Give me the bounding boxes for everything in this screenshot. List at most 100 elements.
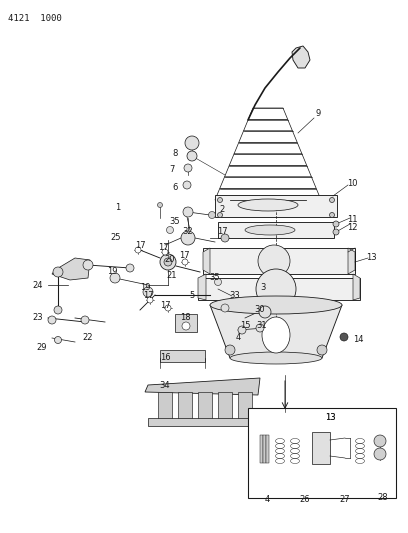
Circle shape bbox=[256, 324, 264, 332]
Circle shape bbox=[126, 264, 134, 272]
Circle shape bbox=[258, 245, 290, 277]
Polygon shape bbox=[353, 274, 360, 300]
Circle shape bbox=[143, 287, 153, 297]
Text: 30: 30 bbox=[255, 305, 265, 314]
Circle shape bbox=[187, 151, 197, 161]
Circle shape bbox=[81, 316, 89, 324]
Polygon shape bbox=[203, 248, 210, 274]
Polygon shape bbox=[238, 392, 252, 420]
Polygon shape bbox=[178, 392, 192, 420]
Polygon shape bbox=[248, 108, 288, 119]
Circle shape bbox=[238, 326, 246, 334]
Circle shape bbox=[185, 136, 199, 150]
Text: 34: 34 bbox=[160, 381, 170, 390]
Text: 32: 32 bbox=[183, 228, 193, 237]
Circle shape bbox=[166, 227, 173, 233]
Polygon shape bbox=[52, 258, 90, 280]
Circle shape bbox=[165, 305, 171, 311]
Text: 13: 13 bbox=[325, 414, 335, 423]
Circle shape bbox=[160, 254, 176, 270]
Ellipse shape bbox=[262, 317, 290, 353]
Text: 15: 15 bbox=[240, 321, 250, 330]
Circle shape bbox=[182, 322, 190, 330]
Text: 3: 3 bbox=[260, 284, 266, 293]
Circle shape bbox=[221, 304, 229, 312]
Text: 29: 29 bbox=[37, 343, 47, 352]
Circle shape bbox=[54, 306, 62, 314]
Circle shape bbox=[181, 231, 195, 245]
Bar bbox=[215, 195, 337, 217]
Text: 26: 26 bbox=[300, 496, 310, 505]
Text: 8: 8 bbox=[172, 149, 178, 157]
Text: 12: 12 bbox=[347, 223, 357, 232]
Text: 4: 4 bbox=[235, 334, 241, 343]
Text: 25: 25 bbox=[111, 233, 121, 243]
Text: 17: 17 bbox=[217, 228, 227, 237]
Polygon shape bbox=[229, 154, 307, 166]
Circle shape bbox=[221, 234, 229, 242]
Text: 18: 18 bbox=[180, 313, 190, 322]
Circle shape bbox=[217, 213, 222, 217]
Circle shape bbox=[55, 336, 62, 343]
Polygon shape bbox=[239, 131, 297, 142]
Polygon shape bbox=[145, 378, 260, 395]
Ellipse shape bbox=[238, 199, 298, 211]
Text: 24: 24 bbox=[33, 280, 43, 289]
Ellipse shape bbox=[210, 296, 342, 314]
Text: 35: 35 bbox=[210, 273, 220, 282]
Bar bbox=[175, 314, 197, 332]
Text: 33: 33 bbox=[230, 292, 240, 301]
Text: 17: 17 bbox=[179, 252, 189, 261]
Text: 27: 27 bbox=[340, 496, 350, 505]
Text: 9: 9 bbox=[315, 109, 321, 118]
Bar bbox=[260, 435, 262, 463]
Polygon shape bbox=[292, 46, 310, 68]
Circle shape bbox=[184, 164, 192, 172]
Circle shape bbox=[333, 221, 339, 227]
Circle shape bbox=[53, 267, 63, 277]
Polygon shape bbox=[348, 248, 355, 274]
Text: 17: 17 bbox=[143, 292, 153, 301]
Circle shape bbox=[330, 198, 335, 203]
Text: 2: 2 bbox=[220, 206, 225, 214]
Circle shape bbox=[182, 259, 188, 265]
Text: 17: 17 bbox=[135, 241, 145, 251]
Text: 31: 31 bbox=[257, 321, 267, 330]
Bar bbox=[312, 432, 330, 464]
Circle shape bbox=[48, 316, 56, 324]
Text: 4: 4 bbox=[264, 496, 270, 505]
Text: 17: 17 bbox=[157, 244, 169, 253]
Text: 6: 6 bbox=[172, 182, 178, 191]
Text: 13: 13 bbox=[325, 414, 335, 423]
Bar bbox=[198, 278, 360, 300]
Polygon shape bbox=[215, 189, 321, 200]
Circle shape bbox=[330, 213, 335, 217]
Ellipse shape bbox=[230, 352, 322, 364]
Polygon shape bbox=[198, 274, 206, 300]
Circle shape bbox=[374, 448, 386, 460]
Text: 19: 19 bbox=[140, 284, 150, 293]
Text: 17: 17 bbox=[160, 301, 170, 310]
Circle shape bbox=[225, 345, 235, 355]
Circle shape bbox=[217, 198, 222, 203]
Text: 35: 35 bbox=[170, 217, 180, 227]
Bar bbox=[148, 418, 263, 426]
Text: 11: 11 bbox=[347, 215, 357, 224]
Circle shape bbox=[259, 306, 271, 318]
Circle shape bbox=[110, 273, 120, 283]
Polygon shape bbox=[218, 392, 232, 420]
Ellipse shape bbox=[245, 225, 295, 235]
Bar bbox=[266, 435, 268, 463]
Bar bbox=[218, 222, 334, 238]
Circle shape bbox=[317, 345, 327, 355]
Polygon shape bbox=[244, 119, 293, 131]
Circle shape bbox=[162, 249, 168, 255]
Text: 14: 14 bbox=[353, 335, 363, 344]
Text: 5: 5 bbox=[189, 290, 195, 300]
Text: 22: 22 bbox=[83, 334, 93, 343]
Text: 1: 1 bbox=[115, 204, 121, 213]
Text: 16: 16 bbox=[160, 353, 170, 362]
Text: 21: 21 bbox=[167, 271, 177, 280]
Polygon shape bbox=[224, 166, 311, 177]
Circle shape bbox=[183, 207, 193, 217]
